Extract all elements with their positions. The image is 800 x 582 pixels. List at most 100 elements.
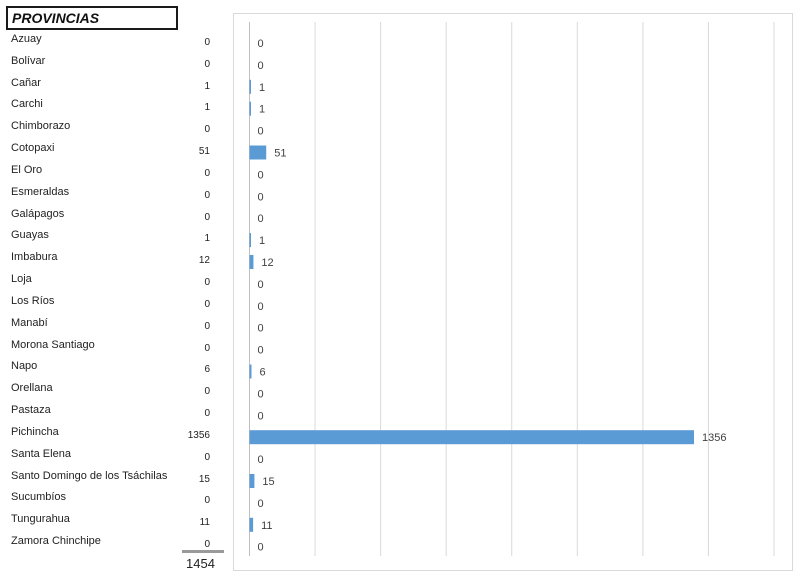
total-divider — [182, 550, 224, 553]
province-name: Santo Domingo de los Tsáchilas — [11, 469, 168, 482]
table-row: Cotopaxi 51 — [0, 140, 230, 161]
data-label: 0 — [258, 279, 264, 291]
table-row: Azuay 0 — [0, 31, 230, 52]
table-row: Carchi 1 — [0, 96, 230, 117]
province-count: 0 — [204, 211, 210, 223]
table-row: Santa Elena 0 — [0, 446, 230, 467]
province-count: 0 — [204, 342, 210, 354]
data-label: 0 — [258, 410, 264, 422]
province-name: Tungurahua — [11, 513, 70, 526]
table-row: Los Ríos 0 — [0, 293, 230, 314]
table-header: PROVINCIAS — [6, 6, 178, 30]
table-row: Orellana 0 — [0, 380, 230, 401]
province-name: Imbabura — [11, 251, 58, 264]
data-label: 51 — [274, 148, 286, 160]
province-name: Pastaza — [11, 404, 51, 417]
table-row: Sucumbíos 0 — [0, 489, 230, 510]
chart-frame — [233, 13, 793, 571]
province-name: Los Ríos — [11, 294, 55, 307]
table-row: Pichincha 1356 — [0, 424, 230, 445]
table-row: Pastaza 0 — [0, 402, 230, 423]
data-label: 1 — [259, 235, 265, 247]
province-name: Chimborazo — [11, 120, 71, 133]
province-count: 0 — [204, 408, 210, 420]
bar — [249, 430, 695, 445]
province-name: Napo — [11, 360, 38, 373]
bar — [249, 79, 251, 94]
data-label: 0 — [258, 323, 264, 335]
province-name: Pichincha — [11, 425, 59, 438]
province-count: 51 — [198, 146, 210, 158]
province-name: Esmeraldas — [11, 185, 70, 198]
table-row: Galápagos 0 — [0, 206, 230, 227]
total-value: 1454 — [186, 556, 215, 571]
table-row: Morona Santiago 0 — [0, 337, 230, 358]
bar — [249, 517, 254, 532]
data-label: 1356 — [702, 432, 726, 444]
data-label: 0 — [258, 454, 264, 466]
bar — [249, 255, 254, 269]
table-row: Loja 0 — [0, 271, 230, 292]
province-count: 11 — [199, 517, 210, 529]
table-row: Santo Domingo de los Tsáchilas 15 — [0, 468, 230, 489]
data-label: 11 — [261, 520, 272, 532]
province-count: 15 — [198, 473, 210, 485]
province-count: 0 — [204, 37, 210, 48]
province-name: Sucumbíos — [11, 491, 67, 504]
data-label: 0 — [258, 213, 264, 225]
province-name: Cotopaxi — [11, 142, 55, 155]
province-name: Guayas — [11, 229, 49, 242]
data-label: 0 — [258, 191, 264, 203]
data-label: 6 — [259, 367, 265, 379]
data-label: 0 — [258, 169, 264, 181]
table-row: Cañar 1 — [0, 75, 230, 96]
province-count: 0 — [204, 451, 210, 463]
data-label: 0 — [258, 345, 264, 357]
province-count: 0 — [204, 386, 210, 398]
province-name: Zamora Chinchipe — [11, 535, 101, 548]
province-count: 1 — [204, 80, 210, 92]
bar — [249, 233, 251, 248]
province-count: 1 — [204, 233, 210, 245]
province-name: Azuay — [11, 33, 42, 45]
data-label: 1 — [259, 82, 265, 94]
province-name: Manabí — [11, 316, 48, 329]
data-label: 12 — [261, 257, 273, 269]
data-label: 0 — [258, 301, 264, 313]
table-row: Chimborazo 0 — [0, 118, 230, 139]
province-count: 0 — [204, 124, 210, 136]
data-label: 1 — [259, 104, 265, 116]
table-row: Zamora Chinchipe 0 — [0, 533, 230, 554]
bar — [249, 145, 267, 160]
province-count: 0 — [204, 277, 210, 289]
province-name: Loja — [11, 273, 32, 286]
province-name: El Oro — [11, 163, 43, 176]
data-label: 0 — [258, 60, 264, 72]
province-count: 0 — [204, 58, 210, 70]
province-count: 0 — [204, 298, 210, 310]
table-row: Guayas 1 — [0, 227, 230, 248]
province-count: 12 — [198, 255, 210, 267]
table-row: Tungurahua 11 — [0, 511, 230, 532]
province-count: 0 — [204, 495, 210, 507]
data-label: 15 — [262, 476, 274, 488]
bar — [249, 474, 255, 488]
province-count: 0 — [204, 320, 210, 332]
province-count: 0 — [204, 167, 210, 179]
bar — [249, 101, 251, 116]
data-label: 0 — [258, 388, 264, 400]
data-label: 0 — [258, 126, 264, 138]
province-count: 1 — [204, 102, 210, 114]
province-count: 0 — [204, 539, 210, 551]
table-row: Napo 6 — [0, 358, 230, 379]
data-label: 0 — [258, 38, 264, 50]
province-name: Cañar — [11, 76, 41, 89]
data-label: 0 — [258, 498, 264, 510]
province-name: Galápagos — [11, 207, 65, 220]
province-count: 0 — [204, 189, 210, 201]
bar — [249, 364, 252, 379]
province-count: 6 — [204, 364, 210, 376]
table-row: El Oro 0 — [0, 162, 230, 183]
province-count: 1356 — [187, 429, 210, 441]
